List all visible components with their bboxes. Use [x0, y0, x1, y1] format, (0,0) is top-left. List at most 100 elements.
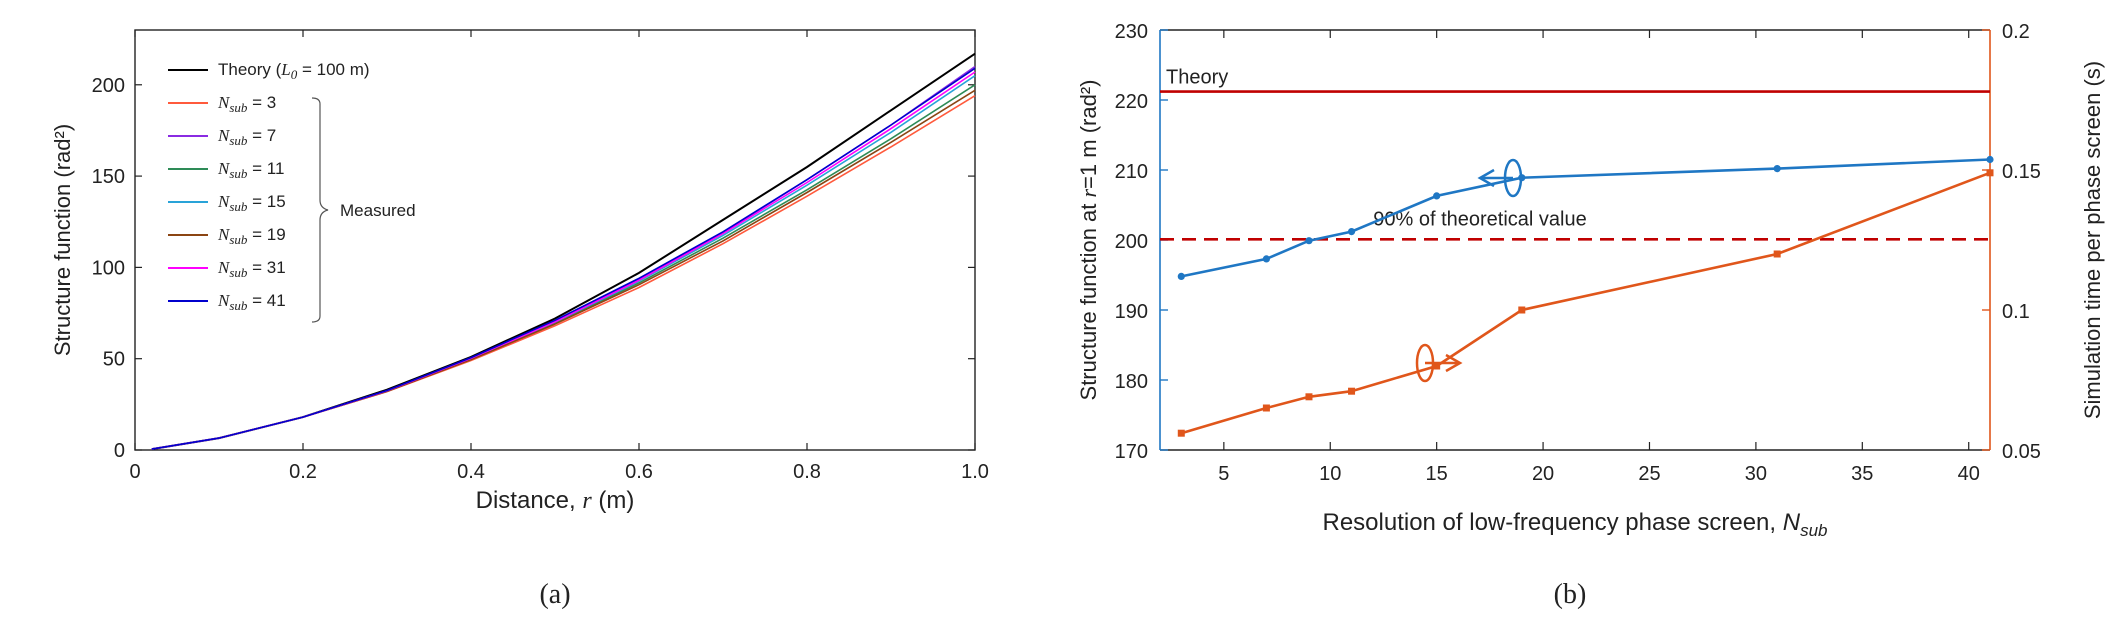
legend-label-prefix: Theory (: [218, 60, 282, 79]
x-tick-label-a: 0.8: [793, 461, 821, 483]
legend-label-a: Nsub = 41: [217, 291, 286, 313]
series-line-right-b: [1180, 171, 1991, 435]
left-y-tick-label-b: 180: [1115, 371, 1148, 393]
left-y-tick-label-b: 200: [1115, 231, 1148, 253]
data-point-right-b: [1986, 169, 1994, 177]
caption-b: (b): [1554, 579, 1587, 610]
right-y-tick-label-b: 0.1: [2002, 301, 2030, 323]
x-tick-label-b: 5: [1218, 463, 1229, 485]
data-point-left-b: [1347, 228, 1356, 236]
data-point-right-b: [1348, 387, 1356, 395]
series-line-a: [151, 52, 976, 451]
y-tick-label-a: 50: [103, 349, 125, 371]
legend-label-a: Nsub = 19: [217, 225, 286, 247]
data-point-right-b: [1177, 429, 1185, 437]
legend-label-sub: sub: [229, 265, 248, 280]
legend-label-var: N: [217, 192, 231, 211]
left-y-tick-label-b: 170: [1115, 441, 1148, 463]
x-tick-label-b: 15: [1426, 463, 1448, 485]
legend-label-var: N: [217, 126, 231, 145]
right-y-tick-label-b: 0.2: [2002, 21, 2030, 43]
x-tick-label-a: 1.0: [961, 461, 989, 483]
panel-a: 0 0.2 0.4 0.6 0.8 1.0 0 50 100 150 200 Structure …: [50, 29, 989, 610]
series-line-a: [151, 67, 976, 450]
data-point-left-b: [1773, 165, 1781, 173]
data-point-left-b: [1986, 155, 1994, 164]
caption-a: (a): [539, 579, 570, 610]
legend-label-suffix: = 19: [247, 225, 285, 244]
reference-label-theory: Theory: [1166, 67, 1228, 89]
left-y-tick-label-b: 190: [1115, 301, 1148, 323]
y-tick-label-a: 0: [114, 440, 125, 462]
right-y-tick-label-b: 0.05: [2002, 441, 2041, 463]
left-axis-indicator: [1477, 158, 1523, 198]
right-y-axis-ticks-b: 0.05 0.1 0.15 0.2: [1982, 21, 2041, 463]
right-y-axis-label-b: Simulation time per phase screen (s): [2080, 61, 2105, 419]
panel-b: 5 10 15 20 25 30 35 40 170 180 190 200 210 220 230 0.…: [1076, 21, 2105, 610]
x-axis-label-var-a: r: [582, 488, 592, 514]
legend-label-sub: 0: [291, 67, 298, 82]
data-point-right-b: [1305, 393, 1313, 401]
reference-label-90pct: 90% of theoretical value: [1373, 208, 1586, 230]
series-line-left-b: [1181, 158, 1991, 278]
x-axis-label-b: Resolution of low-frequency phase screen…: [1322, 509, 1827, 540]
x-axis-label-unit-a: (m): [592, 487, 635, 514]
legend-label-sub: sub: [229, 199, 248, 214]
legend-label-sub: sub: [229, 232, 248, 247]
legend-label-suffix: = 15: [247, 192, 285, 211]
x-tick-label-a: 0.4: [457, 461, 485, 483]
y-axis-label-a: Structure function (rad²): [50, 124, 75, 356]
x-tick-label-b: 35: [1851, 463, 1873, 485]
legend-label-a: Theory (L0 = 100 m): [218, 60, 370, 82]
x-tick-label-a: 0: [129, 461, 140, 483]
right-axis-indicator: [1415, 343, 1463, 383]
x-tick-label-b: 30: [1745, 463, 1767, 485]
legend-label-sub: sub: [229, 298, 248, 313]
legend-label-var: N: [217, 291, 231, 310]
data-point-left-b: [1177, 272, 1185, 280]
plot-a-frame: [134, 29, 976, 451]
left-y-tick-label-b: 210: [1115, 161, 1148, 183]
legend-label-sub: sub: [229, 100, 248, 115]
measured-label: Measured: [340, 201, 416, 220]
legend-label-suffix: = 11: [247, 159, 284, 178]
data-point-left-b: [1305, 237, 1313, 245]
legend-label-a: Nsub = 11: [217, 159, 284, 181]
series-lines-a: [151, 52, 976, 451]
legend-label-var: N: [217, 258, 231, 277]
legend-label-a: Nsub = 15: [217, 192, 286, 214]
reference-lines-b: Theory 90% of theoretical value: [1160, 67, 1990, 241]
data-point-right-b: [1773, 250, 1781, 258]
x-axis-ticks-a: 0 0.2 0.4 0.6 0.8 1.0: [129, 30, 989, 483]
x-axis-ticks-b: 5 10 15 20 25 30 35 40: [1218, 30, 1980, 485]
x-tick-label-a: 0.2: [289, 461, 317, 483]
left-y-tick-label-b: 220: [1115, 91, 1148, 113]
data-point-right-b: [1433, 362, 1441, 370]
left-y-axis-label-b: Structure function at r=1 m (rad²): [1076, 80, 1101, 401]
x-tick-label-b: 40: [1958, 463, 1980, 485]
series-lines-b: [1177, 155, 1994, 437]
legend-label-suffix: = 100 m): [297, 60, 369, 79]
legend-label-var: N: [217, 93, 231, 112]
legend-label-var: N: [217, 225, 231, 244]
y-tick-label-a: 100: [92, 257, 125, 279]
left-y-axis-ticks-b: 170 180 190 200 210 220 230: [1115, 21, 1168, 463]
legend-label-suffix: = 7: [247, 126, 276, 145]
data-point-right-b: [1518, 306, 1526, 314]
right-y-tick-label-b: 0.15: [2002, 161, 2041, 183]
y-axis-ticks-a: 0 50 100 150 200: [92, 75, 975, 462]
x-axis-label-a: Distance, r (m): [476, 487, 635, 514]
x-tick-label-a: 0.6: [625, 461, 653, 483]
legend-label-suffix: = 3: [247, 93, 276, 112]
data-point-left-b: [1262, 255, 1271, 263]
data-point-left-b: [1433, 192, 1441, 200]
legend-label-sub: sub: [229, 166, 248, 181]
legend-label-suffix: = 31: [247, 258, 285, 277]
y-tick-label-a: 150: [92, 166, 125, 188]
left-y-tick-label-b: 230: [1115, 21, 1148, 43]
legend-label-a: Nsub = 7: [217, 126, 276, 148]
legend-label-a: Nsub = 31: [217, 258, 286, 280]
legend-label-sub: sub: [229, 133, 248, 148]
